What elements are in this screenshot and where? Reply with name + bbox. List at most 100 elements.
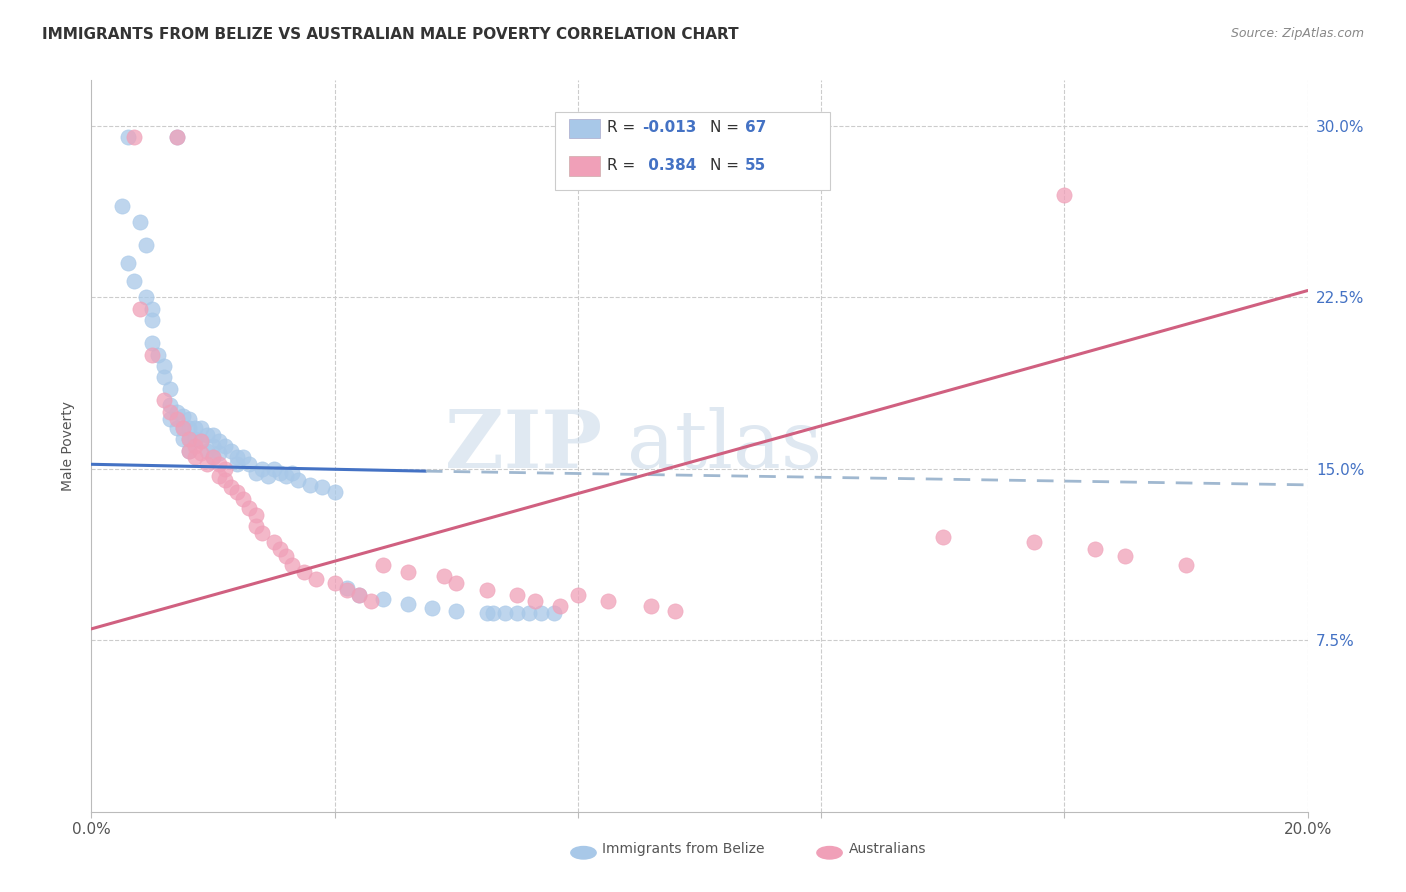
Point <box>208 458 231 472</box>
Point <box>122 130 145 145</box>
Point <box>184 421 207 435</box>
Point <box>269 467 291 481</box>
Point <box>141 336 163 351</box>
Point <box>323 484 346 499</box>
Point <box>177 411 200 425</box>
Point <box>226 458 249 472</box>
Point <box>111 199 134 213</box>
Point <box>347 588 370 602</box>
Point <box>336 581 359 595</box>
Point <box>360 594 382 608</box>
Text: Immigrants from Belize: Immigrants from Belize <box>602 842 765 856</box>
Point <box>292 565 315 579</box>
Point <box>166 130 188 145</box>
Point <box>1084 541 1107 556</box>
Point <box>226 484 249 499</box>
Point <box>166 411 188 425</box>
Point <box>287 473 309 487</box>
Point <box>141 313 163 327</box>
Point <box>117 130 139 145</box>
Point <box>396 597 419 611</box>
Point <box>311 480 333 494</box>
Point <box>238 458 260 472</box>
Point <box>166 130 188 145</box>
Point <box>1114 549 1136 563</box>
Point <box>129 301 152 316</box>
Point <box>141 301 163 316</box>
Point <box>444 576 467 591</box>
Point <box>444 604 467 618</box>
Point <box>135 238 157 252</box>
Point <box>184 450 207 465</box>
Point <box>135 290 157 304</box>
Point <box>159 411 181 425</box>
Point <box>153 370 176 384</box>
Point <box>250 525 273 540</box>
Point <box>202 427 225 442</box>
Point <box>548 599 571 613</box>
Point <box>208 468 231 483</box>
Point <box>281 558 304 572</box>
Point <box>506 588 529 602</box>
Point <box>202 439 225 453</box>
Point <box>122 275 145 289</box>
Point <box>214 473 236 487</box>
Point <box>159 405 181 419</box>
Point <box>931 530 953 544</box>
Point <box>219 443 242 458</box>
Point <box>263 535 285 549</box>
Point <box>195 458 218 472</box>
Point <box>323 576 346 591</box>
Point <box>153 359 176 373</box>
Point <box>506 606 529 620</box>
Point <box>1053 187 1076 202</box>
Text: N =: N = <box>710 120 744 136</box>
Text: Source: ZipAtlas.com: Source: ZipAtlas.com <box>1230 27 1364 40</box>
Text: atlas: atlas <box>627 407 821 485</box>
Point <box>172 432 194 446</box>
Point <box>219 480 242 494</box>
Point <box>148 347 170 362</box>
Text: Australians: Australians <box>849 842 927 856</box>
Point <box>373 592 395 607</box>
Point <box>232 491 254 506</box>
Point <box>664 604 686 618</box>
Point <box>245 467 267 481</box>
Point <box>214 439 236 453</box>
Point <box>172 421 194 435</box>
Point <box>184 432 207 446</box>
Point <box>1022 535 1045 549</box>
Point <box>202 450 225 465</box>
Point <box>202 450 225 465</box>
Point <box>274 549 297 563</box>
Point <box>172 421 194 435</box>
Point <box>190 421 212 435</box>
Point <box>256 468 278 483</box>
Point <box>336 582 359 597</box>
Point <box>195 427 218 442</box>
Point <box>208 446 231 460</box>
Point <box>373 558 395 572</box>
Text: -0.013: -0.013 <box>643 120 697 136</box>
Point <box>281 467 304 481</box>
Point <box>190 434 212 449</box>
Text: 55: 55 <box>745 158 766 173</box>
Point <box>177 421 200 435</box>
Y-axis label: Male Poverty: Male Poverty <box>62 401 76 491</box>
Point <box>1174 558 1197 572</box>
Point <box>190 434 212 449</box>
Point <box>190 446 212 460</box>
Point <box>433 569 456 583</box>
Point <box>299 478 322 492</box>
Point <box>347 588 370 602</box>
Point <box>263 462 285 476</box>
Point <box>153 393 176 408</box>
Point <box>159 398 181 412</box>
Point <box>184 439 207 453</box>
Point <box>245 519 267 533</box>
Point <box>172 409 194 424</box>
Point <box>475 582 498 597</box>
Point <box>177 443 200 458</box>
Text: R =: R = <box>607 158 641 173</box>
Point <box>420 601 443 615</box>
